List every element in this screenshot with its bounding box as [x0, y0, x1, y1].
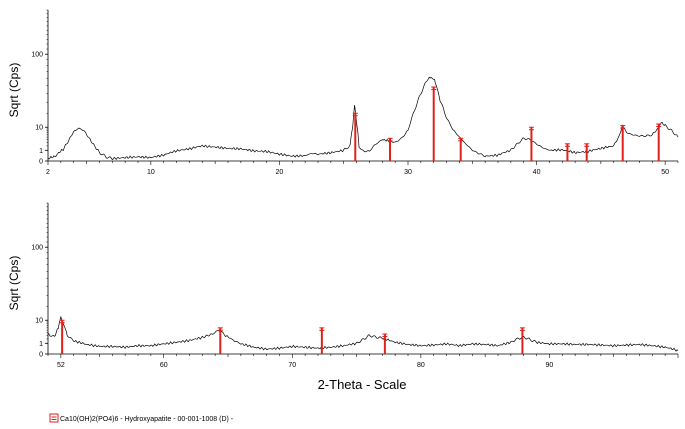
- panel-bottom-y-tick-label: 10: [35, 318, 43, 325]
- panel-top-x-tick-label: 20: [276, 169, 284, 176]
- panel-top-x-tick-label: 2: [46, 169, 50, 176]
- panel-top-y-axis-title: Sqrt (Cps): [7, 63, 21, 118]
- panel-bottom-reference-peaks: [59, 319, 525, 354]
- panel-bottom-x-tick-label: 52: [57, 362, 65, 369]
- panel-top-pattern-line: [47, 76, 679, 160]
- panel-top-x-tick-label: 50: [661, 169, 669, 176]
- panel-top-pattern: [47, 76, 679, 160]
- panel-top-y-tick-label: 1: [39, 148, 43, 155]
- legend-label: Ca10(OH)2(PO4)6 - Hydroxyapatite - 00-00…: [60, 416, 234, 423]
- panel-bottom-y-axis-title: Sqrt (Cps): [7, 256, 21, 311]
- panel-bottom-y-ticks: 0 1 10 100: [31, 202, 48, 359]
- reference-marker-icon: [49, 413, 59, 423]
- panel-top-y-ticks: 0 1 10 100: [31, 9, 48, 166]
- panel-bottom-x-ticks: 52 60 70 80 90: [47, 354, 679, 369]
- panel-bottom-y-tick-label: 0: [39, 352, 43, 359]
- panel-top-y-tick-label: 0: [39, 159, 43, 166]
- panel-bottom-x-tick-label: 70: [288, 362, 296, 369]
- panel-bottom-y-tick-label: 1: [39, 341, 43, 348]
- panel-bottom-pattern-line: [47, 315, 679, 352]
- xrd-panel-bottom: 0 1 10 100 52 60 70 80 90 Sqrt (Cps): [7, 202, 679, 369]
- panel-top-x-tick-label: 30: [404, 169, 412, 176]
- x-axis-title: 2-Theta - Scale: [318, 377, 407, 392]
- xrd-panel-top: 0 1 10 100 2 10 20 30 40 50 Sqrt (Cps): [7, 9, 679, 176]
- panel-bottom-axes: [47, 203, 678, 355]
- panel-top-axes: [47, 10, 678, 162]
- panel-bottom-x-tick-label: 80: [417, 362, 425, 369]
- panel-top-x-ticks: 2 10 20 30 40 50: [46, 161, 679, 176]
- panel-bottom-y-tick-label: 100: [31, 245, 43, 252]
- panel-top-x-tick-label: 10: [147, 169, 155, 176]
- legend: Ca10(OH)2(PO4)6 - Hydroxyapatite - 00-00…: [49, 413, 234, 423]
- panel-top-y-tick-label: 10: [35, 125, 43, 132]
- panel-top-reference-peaks: [352, 86, 662, 161]
- panel-bottom-pattern: [47, 315, 679, 352]
- panel-top-x-tick-label: 40: [533, 169, 541, 176]
- panel-top-y-tick-label: 100: [31, 52, 43, 59]
- panel-bottom-x-tick-label: 60: [160, 362, 168, 369]
- panel-bottom-x-tick-label: 90: [546, 362, 554, 369]
